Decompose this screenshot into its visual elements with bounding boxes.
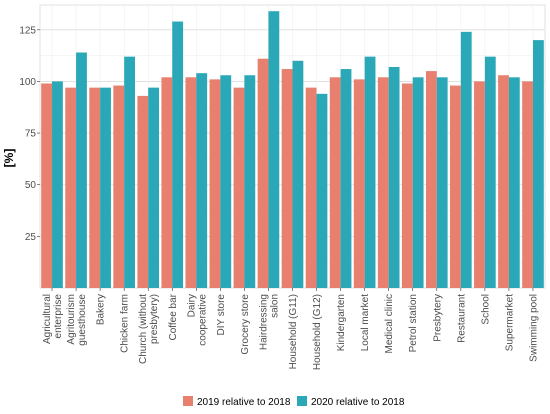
bar: Petrol station — 2019 relative to 2018: … xyxy=(401,83,413,288)
x-tick-label: Agriculturalenterprise xyxy=(42,294,64,344)
bar-series: Agricultural enterprise — 2019 relative … xyxy=(41,11,544,289)
y-tick-label: 25 xyxy=(25,232,37,243)
x-tick-label: Swimming pool xyxy=(528,294,539,362)
y-tick-label: 75 xyxy=(25,129,37,140)
x-tick-label: Restaurant xyxy=(456,294,467,343)
bar: Local market — 2020 relative to 2018: 11… xyxy=(364,56,376,288)
bar: Medical clinic — 2019 relative to 2018: … xyxy=(377,77,389,288)
x-tick-label: Household (G12) xyxy=(312,294,323,370)
x-tick-label: Agritourismguesthouse xyxy=(66,294,88,346)
y-axis-label: [%] xyxy=(2,149,16,168)
x-tick-label: Presbytery xyxy=(432,294,443,342)
legend-label: 2020 relative to 2018 xyxy=(311,397,405,408)
x-tick-label: School xyxy=(480,294,491,325)
legend-swatch xyxy=(183,396,193,406)
bar: Household (G12) — 2019 relative to 2018:… xyxy=(305,87,317,288)
bar: Medical clinic — 2020 relative to 2018: … xyxy=(388,66,400,289)
x-tick-label: Kindergarten xyxy=(336,294,347,351)
y-tick-label: 125 xyxy=(19,25,36,36)
bar: School — 2019 relative to 2018: 100 xyxy=(474,81,485,288)
bar: Church (without presbytery) — 2020 relat… xyxy=(148,87,160,288)
legend: 2019 relative to 2018 2020 relative to 20… xyxy=(183,396,405,408)
bar: Household (G11) — 2019 relative to 2018:… xyxy=(281,69,293,288)
bar: School — 2020 relative to 2018: 112 xyxy=(484,56,496,288)
bar: Coffee bar — 2020 relative to 2018: 129 xyxy=(172,21,184,289)
legend-label: 2019 relative to 2018 xyxy=(197,397,291,408)
x-tick-label: DIY store xyxy=(216,294,227,336)
bar: DIY store — 2019 relative to 2018: 101 xyxy=(209,79,221,288)
y-tick-label: 100 xyxy=(19,77,36,88)
bar: Local market — 2019 relative to 2018: 10… xyxy=(353,79,365,288)
bar: Agritourism guesthouse — 2020 relative t… xyxy=(76,52,87,288)
bar: Supermarket — 2020 relative to 2018: 102 xyxy=(508,77,520,288)
bar: Agricultural enterprise — 2020 relative … xyxy=(52,81,63,288)
x-tick-label: Medical clinic xyxy=(384,294,395,353)
x-tick-label: Chicken farm xyxy=(120,294,131,353)
bar: DIY store — 2020 relative to 2018: 103 xyxy=(220,75,232,288)
y-axis-ticks: 25 50 75 100 125 xyxy=(19,25,40,243)
x-tick-label: Coffee bar xyxy=(168,293,179,340)
x-tick-label: Supermarket xyxy=(504,294,515,351)
x-tick-label: Church (withoutpresbytery) xyxy=(138,294,160,364)
bar: Hairdressing salon — 2020 relative to 20… xyxy=(268,11,280,288)
bar: Kindergarten — 2020 relative to 2018: 10… xyxy=(340,69,352,288)
x-tick-label: Local market xyxy=(360,294,371,351)
bar: Hairdressing salon — 2019 relative to 20… xyxy=(257,58,269,288)
bar: Dairy cooperative — 2020 relative to 201… xyxy=(196,73,208,289)
bar: Bakery — 2020 relative to 2018: 97 xyxy=(100,87,111,288)
bar: Bakery — 2019 relative to 2018: 97 xyxy=(89,87,101,288)
legend-swatch xyxy=(297,396,307,406)
bar: Grocery store — 2019 relative to 2018: 9… xyxy=(233,87,245,288)
bar: Agricultural enterprise — 2019 relative … xyxy=(41,83,53,288)
bar: Dairy cooperative — 2019 relative to 201… xyxy=(185,77,197,288)
bar: Agritourism guesthouse — 2019 relative t… xyxy=(65,87,77,288)
bar: Restaurant — 2020 relative to 2018: 124 xyxy=(460,31,472,289)
x-tick-label: Bakery xyxy=(96,294,107,325)
bar: Church (without presbytery) — 2019 relat… xyxy=(137,95,149,289)
bar: Petrol station — 2020 relative to 2018: … xyxy=(412,77,424,288)
bar: Chicken farm — 2020 relative to 2018: 11… xyxy=(124,56,135,288)
x-tick-label: Household (G11) xyxy=(288,294,299,369)
bar: Swimming pool — 2019 relative to 2018: 1… xyxy=(522,81,533,288)
x-tick-label: Grocery store xyxy=(240,294,251,355)
x-tick-label: Petrol station xyxy=(408,294,419,352)
bar: Restaurant — 2019 relative to 2018: 98 xyxy=(450,85,461,288)
bar: Presbytery — 2019 relative to 2018: 105 xyxy=(425,71,437,288)
bar: Presbytery — 2020 relative to 2018: 102 xyxy=(436,77,448,288)
bar: Chicken farm — 2019 relative to 2018: 98 xyxy=(113,85,125,288)
bar: Supermarket — 2019 relative to 2018: 103 xyxy=(498,75,509,288)
x-axis-ticks: Agriculturalenterprise Agritourismguestho… xyxy=(42,288,539,370)
bar: Swimming pool — 2020 relative to 2018: 1… xyxy=(532,40,544,288)
x-tick-label: Dairycooperative xyxy=(186,294,208,346)
x-tick-label: Hairdressingsalon xyxy=(258,294,280,350)
bar: Grocery store — 2020 relative to 2018: 1… xyxy=(244,75,256,288)
bar: Kindergarten — 2019 relative to 2018: 10… xyxy=(329,77,341,288)
bar: Household (G12) — 2020 relative to 2018:… xyxy=(316,93,328,288)
bar: Coffee bar — 2019 relative to 2018: 102 xyxy=(161,77,173,288)
bar: Household (G11) — 2020 relative to 2018:… xyxy=(292,60,304,288)
y-tick-label: 50 xyxy=(25,180,37,191)
